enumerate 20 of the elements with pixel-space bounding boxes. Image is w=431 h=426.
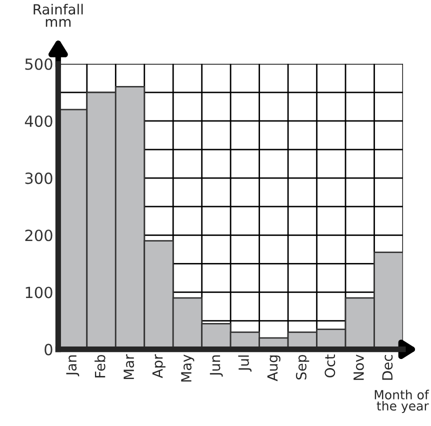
x-tick-label: Feb: [94, 354, 106, 378]
x-tick-label: Jun: [210, 355, 223, 377]
x-tick-label: Nov: [354, 354, 364, 380]
x-axis-title: Month of the year: [374, 390, 430, 414]
x-tick-label: Jul: [238, 355, 252, 372]
y-tick-label: 400: [24, 115, 52, 128]
y-axis-title: Rainfall mm: [34, 4, 83, 27]
x-tick-label: Aug: [267, 355, 280, 382]
x-tick-label: Mar: [124, 354, 134, 380]
y-tick-label: 500: [25, 58, 52, 70]
y-tick-label: 200: [25, 230, 52, 242]
y-tick-label: 0: [44, 344, 52, 356]
x-tick-label: Dec: [382, 355, 393, 380]
y-tick-label: 300: [25, 172, 52, 184]
x-tick-label: Sep: [296, 354, 310, 380]
x-tick-label: Apr: [152, 354, 166, 378]
y-tick-label: 100: [26, 286, 52, 298]
x-tick-label: Oct: [324, 354, 336, 378]
x-tick-label: Jan: [66, 355, 80, 376]
x-tick-label: May: [181, 354, 194, 382]
